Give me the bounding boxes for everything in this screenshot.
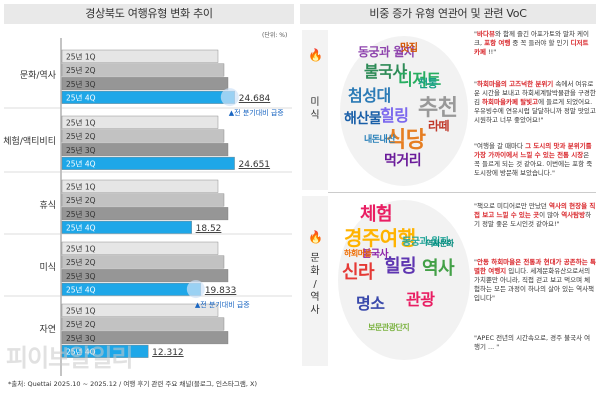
word-cloud-term: 명소 — [356, 294, 385, 313]
bar — [61, 317, 225, 331]
category-label: 자연 — [39, 324, 56, 335]
word-cloud-term: 맛집 — [400, 43, 418, 54]
series-label: 25년 1Q — [66, 182, 96, 192]
word-cloud-term: 전통 — [418, 77, 438, 90]
category-label: 휴식 — [39, 200, 56, 211]
data-label: 12.312 — [152, 348, 184, 358]
series-label: 25년 3Q — [66, 271, 96, 281]
word-cloud-term: 해산물 — [344, 111, 382, 127]
word-cloud-term: 불국사 — [362, 249, 389, 260]
flame-icon: 🔥 — [308, 230, 323, 244]
bar — [61, 269, 229, 283]
voc-quote: "APEC 전년의 시간속으로, 경주 불국사 여행기 ... " — [474, 334, 591, 351]
bar — [61, 241, 219, 255]
series-label: 25년 2Q — [66, 257, 96, 267]
series-label: 25년 4Q — [66, 347, 96, 357]
word-cloud-term: 하회마을 — [344, 249, 372, 258]
data-label: 18.52 — [196, 224, 222, 234]
word-cloud-term: 첨성대 — [348, 86, 391, 105]
category-label: 미식 — [39, 262, 56, 273]
word-cloud-term: 추천 — [418, 96, 458, 121]
series-label: 25년 4Q — [66, 159, 96, 169]
category-label: 문화/역사 — [20, 70, 57, 81]
data-label: 19.833 — [205, 286, 237, 296]
flame-icon: 🔥 — [308, 48, 323, 62]
bar-chart: 25년 1Q 25년 2Q 25년 3Q 25년 4Q 24.684 문화/역사 25년 1… — [3, 38, 292, 376]
bar — [61, 220, 192, 234]
section-column-culture — [302, 196, 328, 366]
bar — [61, 129, 225, 143]
annotation: ▲전 분기대비 급증 — [229, 108, 284, 117]
word-cloud-term: 식당 — [386, 128, 426, 153]
series-label: 25년 4Q — [66, 223, 96, 233]
voc-quote: "안동 하회마을은 전통과 현대가 공존하는 특별한 여행지 입니다. 세계문화… — [474, 258, 596, 302]
bar — [61, 115, 219, 129]
series-label: 25년 2Q — [66, 195, 96, 205]
data-label: 24.684 — [239, 94, 271, 104]
bar — [61, 193, 225, 207]
highlight-circle — [186, 280, 205, 299]
series-label: 25년 3Q — [66, 333, 96, 343]
word-cloud-term: 디저트 — [398, 70, 441, 89]
voc-quote: "하회마을의 고즈넉한 분위기 속에서 여유로운 시간을 보내고 하회세계탈박물… — [474, 80, 596, 124]
word-cloud-term: 체험 — [360, 204, 393, 225]
bar — [61, 331, 229, 345]
section-column-food — [302, 30, 328, 190]
series-label: 25년 3Q — [66, 209, 96, 219]
series-label: 25년 3Q — [66, 145, 96, 155]
data-label: 24.651 — [239, 160, 271, 170]
bar — [61, 207, 229, 221]
voc-quote: "여행을 갈 때마다 그 도시의 맛과 분위기를 가장 가까이에서 느낄 수 있… — [474, 142, 593, 177]
unit-label: (단위: %) — [262, 32, 288, 39]
section-divider — [328, 192, 596, 193]
series-label: 25년 1Q — [66, 244, 96, 254]
word-cloud-term: 라떼 — [428, 119, 450, 133]
series-label: 25년 4Q — [66, 285, 96, 295]
series-label: 25년 2Q — [66, 65, 96, 75]
bar — [61, 49, 219, 63]
voc-panel-title: 비중 증가 유형 연관어 및 관련 VoC — [300, 4, 596, 24]
bar — [61, 303, 219, 317]
series-label: 25년 2Q — [66, 131, 96, 141]
bar — [61, 344, 149, 358]
annotation: ▲전 분기대비 급증 — [195, 300, 250, 309]
section-label-culture: 문 화 / 역 사 — [310, 253, 320, 316]
voc-quote: "바다뷰와 함께 즐긴 아포가토와 말차 케이크, 포항 여행 중 꼭 들러야 … — [474, 30, 590, 56]
series-label: 25년 2Q — [66, 319, 96, 329]
word-cloud-term: 불국사 — [364, 62, 407, 81]
word-cloud-term: 역사 — [422, 258, 455, 279]
series-label: 25년 1Q — [66, 118, 96, 128]
highlight-circle — [220, 88, 239, 107]
bar — [61, 156, 235, 170]
word-cloud-term: 신라 — [342, 262, 375, 283]
voc-quote: "책으로 미디어로만 만났던 역사의 현장을 직접 보고 느낄 수 있는 곳이 … — [474, 202, 596, 228]
bar — [61, 63, 225, 77]
series-label: 25년 1Q — [66, 306, 96, 316]
bar — [61, 255, 225, 269]
chart-title: 경상북도 여행유형 변화 추이 — [4, 4, 294, 24]
series-label: 25년 4Q — [66, 93, 96, 103]
bar — [61, 179, 219, 193]
word-cloud-term: 동궁과 월지 — [358, 45, 415, 59]
word-cloud-term: 보문관광단지 — [368, 323, 410, 332]
category-label: 체험/액티비티 — [3, 135, 56, 147]
word-cloud-term: 관광 — [406, 290, 435, 309]
word-cloud-term: 먹거리 — [384, 153, 422, 169]
word-cloud-term: 경주여행 — [344, 226, 416, 250]
series-label: 25년 3Q — [66, 79, 96, 89]
word-cloud-term: 힐링 — [384, 256, 417, 277]
word-cloud-term: 내돈내산 — [364, 135, 396, 145]
series-label: 25년 1Q — [66, 52, 96, 62]
word-cloud-term: 동궁과 월지 — [402, 237, 449, 248]
bar — [61, 77, 229, 91]
bar — [61, 143, 229, 157]
word-cloud-term: 역사문화 — [426, 239, 454, 248]
source-note: *출처: Quettai 2025.10 ~ 2025.12 / 여행 후기 관… — [8, 380, 258, 388]
word-cloud-term: 힐링 — [380, 106, 409, 125]
